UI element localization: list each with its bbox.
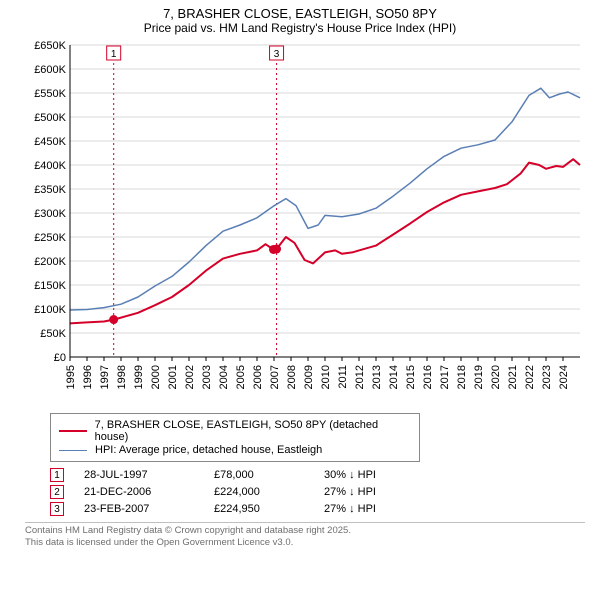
svg-text:£450K: £450K [34, 136, 66, 148]
svg-text:£250K: £250K [34, 232, 66, 244]
sale-diff: 27% ↓ HPI [324, 486, 434, 498]
svg-text:1995: 1995 [65, 365, 77, 389]
svg-text:2014: 2014 [388, 365, 400, 389]
legend-label: HPI: Average price, detached house, East… [95, 444, 322, 456]
sale-row: 3 23-FEB-2007 £224,950 27% ↓ HPI [50, 502, 585, 516]
svg-text:£400K: £400K [34, 160, 66, 172]
svg-text:£0: £0 [54, 352, 66, 364]
sale-row: 2 21-DEC-2006 £224,000 27% ↓ HPI [50, 485, 585, 499]
sale-row: 1 28-JUL-1997 £78,000 30% ↓ HPI [50, 468, 585, 482]
title-line1: 7, BRASHER CLOSE, EASTLEIGH, SO50 8PY [0, 6, 600, 21]
svg-text:2003: 2003 [201, 365, 213, 389]
svg-text:2008: 2008 [286, 365, 298, 389]
chart-svg: £0 £50K £100K £150K £200K £250K £300K £350K £400… [25, 37, 585, 407]
footer-line2: This data is licensed under the Open Gov… [25, 537, 585, 549]
svg-text:2010: 2010 [320, 365, 332, 389]
sale-price: £224,000 [214, 486, 324, 498]
sale-badge-num: 2 [54, 487, 60, 498]
svg-text:2023: 2023 [541, 365, 553, 389]
svg-text:2018: 2018 [456, 365, 468, 389]
svg-text:2019: 2019 [473, 365, 485, 389]
sale-date: 28-JUL-1997 [84, 469, 214, 481]
svg-text:£300K: £300K [34, 208, 66, 220]
svg-text:£650K: £650K [34, 40, 66, 52]
sale-badge: 3 [50, 502, 64, 516]
sale-price: £78,000 [214, 469, 324, 481]
legend-swatch [59, 450, 87, 451]
svg-text:2004: 2004 [218, 365, 230, 389]
title-line2: Price paid vs. HM Land Registry's House … [0, 21, 600, 35]
svg-text:£200K: £200K [34, 256, 66, 268]
svg-text:2007: 2007 [269, 365, 281, 389]
sales-table: 1 28-JUL-1997 £78,000 30% ↓ HPI 2 21-DEC… [50, 468, 585, 516]
sale-date: 21-DEC-2006 [84, 486, 214, 498]
legend-item: HPI: Average price, detached house, East… [59, 444, 411, 456]
legend-item: 7, BRASHER CLOSE, EASTLEIGH, SO50 8PY (d… [59, 419, 411, 443]
svg-text:1: 1 [111, 49, 117, 60]
sale-date: 23-FEB-2007 [84, 503, 214, 515]
svg-text:2020: 2020 [490, 365, 502, 389]
chart-title-block: 7, BRASHER CLOSE, EASTLEIGH, SO50 8PY Pr… [0, 0, 600, 37]
svg-text:2016: 2016 [422, 365, 434, 389]
svg-text:3: 3 [274, 49, 280, 60]
svg-text:2005: 2005 [235, 365, 247, 389]
svg-text:£100K: £100K [34, 304, 66, 316]
svg-text:2006: 2006 [252, 365, 264, 389]
svg-text:£600K: £600K [34, 64, 66, 76]
sale-diff: 27% ↓ HPI [324, 503, 434, 515]
svg-text:2001: 2001 [167, 365, 179, 389]
sale-badge: 2 [50, 485, 64, 499]
svg-text:£550K: £550K [34, 88, 66, 100]
svg-text:2015: 2015 [405, 365, 417, 389]
legend-swatch [59, 430, 87, 432]
svg-text:2017: 2017 [439, 365, 451, 389]
sale-diff: 30% ↓ HPI [324, 469, 434, 481]
svg-text:1998: 1998 [116, 365, 128, 389]
svg-text:1997: 1997 [99, 365, 111, 389]
svg-text:2000: 2000 [150, 365, 162, 389]
svg-text:1996: 1996 [82, 365, 94, 389]
svg-text:2012: 2012 [354, 365, 366, 389]
sale-price: £224,950 [214, 503, 324, 515]
svg-text:£50K: £50K [40, 328, 66, 340]
svg-text:£350K: £350K [34, 184, 66, 196]
footer: Contains HM Land Registry data © Crown c… [25, 522, 585, 549]
legend-label: 7, BRASHER CLOSE, EASTLEIGH, SO50 8PY (d… [95, 419, 411, 443]
svg-text:£500K: £500K [34, 112, 66, 124]
sale-badge-num: 1 [54, 470, 60, 481]
svg-text:1999: 1999 [133, 365, 145, 389]
svg-text:£150K: £150K [34, 280, 66, 292]
chart-area: £0 £50K £100K £150K £200K £250K £300K £350K £400… [25, 37, 585, 407]
sale-badge: 1 [50, 468, 64, 482]
svg-text:2013: 2013 [371, 365, 383, 389]
legend: 7, BRASHER CLOSE, EASTLEIGH, SO50 8PY (d… [50, 413, 420, 462]
sale-badge-num: 3 [54, 504, 60, 515]
svg-text:2002: 2002 [184, 365, 196, 389]
svg-text:2022: 2022 [524, 365, 536, 389]
footer-line1: Contains HM Land Registry data © Crown c… [25, 525, 585, 537]
svg-text:2009: 2009 [303, 365, 315, 389]
svg-text:2021: 2021 [507, 365, 519, 389]
svg-text:2011: 2011 [337, 365, 349, 389]
svg-text:2024: 2024 [558, 365, 570, 389]
